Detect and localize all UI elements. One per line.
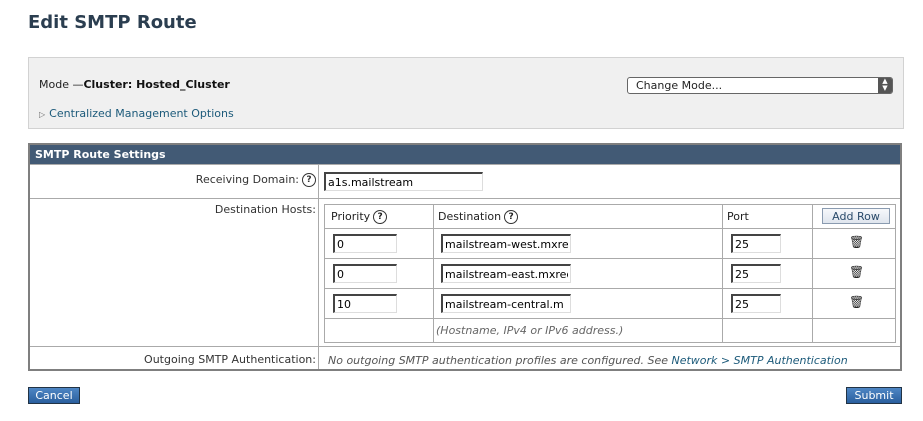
destination-hint: (Hostname, IPv4 or IPv6 address.): [436, 324, 624, 337]
page-title: Edit SMTP Route: [28, 12, 197, 33]
help-icon[interactable]: ?: [504, 210, 519, 224]
centralized-management-label: Centralized Management Options: [49, 107, 234, 120]
select-arrows-icon: ▲ ▼: [878, 78, 892, 93]
centralized-management-link[interactable]: ▷ Centralized Management Options: [39, 107, 234, 120]
change-mode-select[interactable]: Change Mode... ▲ ▼: [627, 77, 893, 94]
destination-hosts-table: Priority? Destination? Port Add Row 🗑 🗑: [324, 204, 896, 343]
outgoing-auth-row: Outgoing SMTP Authentication: No outgoin…: [30, 346, 900, 372]
mode-text: Mode —Cluster: Hosted_Cluster: [39, 78, 230, 91]
priority-input[interactable]: [333, 234, 397, 253]
trash-icon[interactable]: 🗑: [849, 265, 865, 279]
cancel-button[interactable]: Cancel: [28, 387, 80, 404]
smtp-route-settings: SMTP Route Settings Receiving Domain:? D…: [28, 143, 902, 371]
mode-label: Mode —: [39, 78, 84, 91]
port-input[interactable]: [731, 264, 781, 283]
help-icon[interactable]: ?: [373, 210, 388, 224]
settings-header: SMTP Route Settings: [30, 145, 900, 164]
port-header: Port: [727, 210, 749, 223]
mode-panel: Mode —Cluster: Hosted_Cluster ▷ Centraliz…: [28, 57, 904, 129]
outgoing-auth-text: No outgoing SMTP authentication profiles…: [328, 354, 848, 367]
help-icon[interactable]: ?: [302, 173, 316, 187]
host-row: 🗑: [325, 258, 895, 289]
mode-value: Cluster: Hosted_Cluster: [83, 78, 230, 91]
priority-header: Priority?: [331, 210, 388, 224]
expand-triangle-icon: ▷: [39, 110, 46, 119]
smtp-authentication-link[interactable]: Network > SMTP Authentication: [671, 354, 848, 367]
destination-input[interactable]: [441, 234, 571, 253]
trash-icon[interactable]: 🗑: [849, 295, 865, 309]
receiving-domain-input[interactable]: [324, 172, 483, 191]
port-input[interactable]: [731, 234, 781, 253]
add-row-button[interactable]: Add Row: [822, 208, 890, 224]
receiving-domain-label: Receiving Domain:?: [30, 173, 316, 187]
destination-hosts-row: Destination Hosts: Priority? Destination…: [30, 198, 900, 347]
hint-row: (Hostname, IPv4 or IPv6 address.): [325, 318, 895, 343]
destination-input[interactable]: [441, 294, 571, 313]
submit-button[interactable]: Submit: [846, 387, 902, 404]
port-input[interactable]: [731, 294, 781, 313]
trash-icon[interactable]: 🗑: [849, 235, 865, 249]
destination-hosts-label: Destination Hosts:: [214, 203, 316, 216]
host-row: 🗑: [325, 288, 895, 319]
destination-input[interactable]: [441, 264, 571, 283]
outgoing-auth-label: Outgoing SMTP Authentication:: [144, 353, 316, 366]
priority-input[interactable]: [333, 294, 397, 313]
host-row: 🗑: [325, 228, 895, 259]
receiving-domain-row: Receiving Domain:?: [30, 164, 900, 199]
destination-header: Destination?: [438, 210, 519, 224]
priority-input[interactable]: [333, 264, 397, 283]
change-mode-value: Change Mode...: [636, 79, 723, 92]
